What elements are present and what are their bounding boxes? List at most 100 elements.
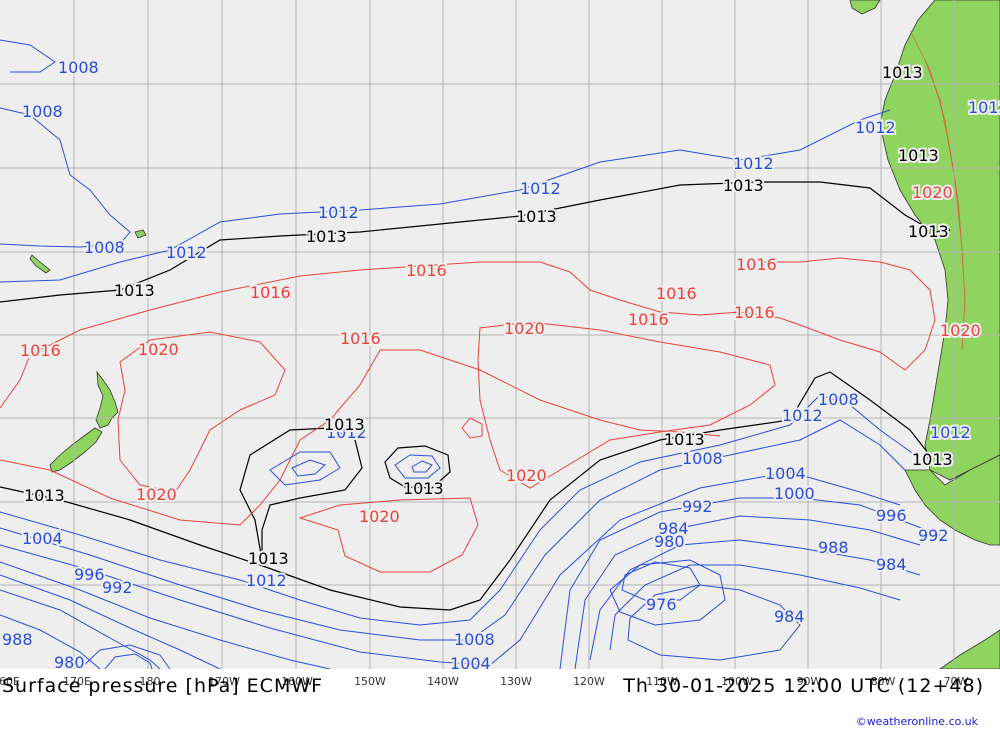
isobar-1012-closed-east xyxy=(394,454,441,479)
isobar-1000-ring xyxy=(559,497,941,669)
patagonia-islands xyxy=(904,454,1000,546)
lon-label: 170E xyxy=(63,675,91,688)
lon-label: 120W xyxy=(573,675,605,688)
isobar-992-ring xyxy=(589,539,921,661)
isobar-984-low xyxy=(79,644,171,669)
closed-center-labels: 1013 1013 1013 xyxy=(322,413,955,500)
isobar-1013-south xyxy=(0,371,933,611)
isobar-1012-closed-west xyxy=(269,451,341,486)
isobar-label: 1008 xyxy=(454,630,495,649)
isobar-label: 1020 xyxy=(136,485,177,504)
isobar-label: 1020 xyxy=(138,340,179,359)
isobar-label: 1020 xyxy=(504,319,545,338)
isobar-1016-main xyxy=(0,257,936,409)
map-title: Surface pressure [hPa] ECMWF xyxy=(2,675,324,697)
lon-label: 170W xyxy=(208,675,240,688)
lon-label: 180 xyxy=(139,675,161,688)
isobar-label: 1012 xyxy=(326,423,367,442)
isobar-label: 1016 xyxy=(734,303,775,322)
isobar-1008-nw xyxy=(0,107,131,248)
antarctica-tip xyxy=(939,629,1000,669)
isobar-label: 1020 xyxy=(940,321,981,340)
isobar-1016-inner xyxy=(461,417,483,439)
isobar-980-ring xyxy=(609,559,726,626)
isobar-992 xyxy=(0,589,161,669)
isobar-label: 1012 xyxy=(782,406,823,425)
lon-label: 160W xyxy=(281,675,313,688)
isobar-label: 988 xyxy=(2,630,33,649)
isobar-label: 1020 xyxy=(359,507,400,526)
isobar-1008-south xyxy=(0,419,906,641)
new-zealand-north-island xyxy=(95,370,119,429)
credit-link[interactable]: ©weatheronline.co.uk xyxy=(855,715,978,728)
isobar-label: 1012 xyxy=(930,423,971,442)
lon-label: 100W xyxy=(721,675,753,688)
map-footer: 160E 170E 180 170W 160W 150W 140W 130W 1… xyxy=(0,669,1000,733)
isobar-label: 1008 xyxy=(818,390,859,409)
south-america-land xyxy=(879,0,1000,481)
isobar-980-low xyxy=(104,653,153,669)
isobar-1012-south xyxy=(0,394,916,626)
isobar-1004-south xyxy=(0,471,901,666)
isobar-label: 1004 xyxy=(22,529,63,548)
isobar-label: 1013 xyxy=(24,486,65,505)
valid-time: Th 30-01-2025 12:00 UTC (12+48) xyxy=(623,675,984,697)
isobar-label: 1013 xyxy=(403,479,444,498)
isobar-label: 1008 xyxy=(84,238,125,257)
isobar-label: 1013 xyxy=(248,549,289,568)
andes-relief xyxy=(924,59,966,351)
isobar-976-ring xyxy=(621,561,701,601)
isobar-label: 1004 xyxy=(450,654,491,669)
isobar-984-ring xyxy=(627,584,801,661)
isobar-1016-south xyxy=(0,349,721,526)
isobar-label: 984 xyxy=(774,607,805,626)
isobar-label: 1013 xyxy=(882,63,923,82)
isobar-label: 980 xyxy=(54,653,85,669)
isobar-label: 976 xyxy=(646,595,677,614)
isobar-1012-inner-west xyxy=(291,459,326,477)
lon-label: 130W xyxy=(500,675,532,688)
isobars xyxy=(0,39,951,669)
isobar-1020-west xyxy=(117,331,286,493)
isobar-label: 996 xyxy=(876,506,907,525)
isobar-1013-north xyxy=(0,181,951,303)
isobar-988-ring xyxy=(609,564,901,651)
isobar-label: 992 xyxy=(918,526,949,545)
isobar-1020-south xyxy=(298,497,479,573)
isobar-label: 1013 xyxy=(912,450,953,469)
isobar-label: 1016 xyxy=(628,310,669,329)
isobar-label: 1008 xyxy=(22,102,63,121)
isobar-1008-top xyxy=(0,39,56,73)
isobar-label: 1008 xyxy=(682,449,723,468)
lon-label: 140W xyxy=(427,675,459,688)
isobar-1020-center xyxy=(477,321,776,489)
map-canvas: 1008 1008 1008 1012 1012 1012 1012 1012 … xyxy=(0,0,1000,669)
lon-label: 90W xyxy=(796,675,822,688)
isobar-label: 992 xyxy=(682,497,713,516)
isobar-1012-north xyxy=(0,109,891,283)
isobar-label: 1020 xyxy=(912,183,953,202)
central-america-land xyxy=(849,0,881,15)
isobar-label: 1012 xyxy=(166,243,207,262)
isobar-label: 1020 xyxy=(506,466,547,485)
isobar-label: 1012 xyxy=(733,154,774,173)
lon-label: 160E xyxy=(0,675,20,688)
isobar-label: 1012 xyxy=(855,118,896,137)
isobar-label: 1013 xyxy=(324,415,365,434)
isobar-label: 1016 xyxy=(736,255,777,274)
pressure-map: 1008 1008 1008 1012 1012 1012 1012 1012 … xyxy=(0,0,1000,669)
isobar-1013-closed-west xyxy=(239,427,363,561)
isobar-labels: 1008 1008 1008 1012 1012 1012 1012 1012 … xyxy=(0,56,1000,669)
isobar-996-ring xyxy=(574,515,921,669)
lon-label: 70W xyxy=(943,675,969,688)
isobar-label: 1013 xyxy=(908,222,949,241)
isobar-label: 1012 xyxy=(246,571,287,590)
isobar-label: 980 xyxy=(654,532,685,551)
isobar-label: 1013 xyxy=(516,207,557,226)
isobar-label: 1016 xyxy=(250,283,291,302)
isobar-label: 1013 xyxy=(664,430,705,449)
andes-relief-2 xyxy=(909,29,961,231)
isobar-label: 1016 xyxy=(20,341,61,360)
isobar-label: 1008 xyxy=(58,58,99,77)
lon-label: 110W xyxy=(646,675,678,688)
